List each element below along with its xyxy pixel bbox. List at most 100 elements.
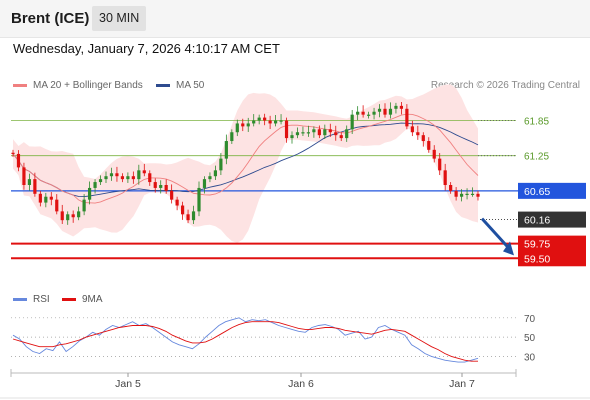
candle-body: [49, 196, 53, 200]
candle-body: [295, 132, 300, 136]
candle-body: [60, 211, 64, 221]
rsi-level-label: 50: [524, 333, 536, 344]
candle-body: [476, 193, 480, 197]
candle-body: [317, 129, 321, 136]
legend-ma9: 9MA: [62, 294, 103, 305]
candle-body: [208, 176, 212, 180]
legend-rsi: RSI: [13, 294, 50, 305]
candle-body: [246, 123, 250, 127]
candle-body: [284, 120, 289, 139]
support-label: 59.75: [524, 239, 550, 251]
rsi-line: [12, 317, 479, 363]
rsi-level-label: 70: [524, 314, 536, 325]
candle-body: [306, 132, 311, 134]
candle-body: [164, 185, 168, 191]
rsi-ma-line: [12, 321, 478, 362]
candle-body: [454, 190, 458, 197]
candle-body: [38, 193, 42, 203]
chart-header: Brent (ICE) 30 MIN: [0, 0, 590, 38]
candle-body: [361, 111, 365, 115]
candle-body: [290, 135, 294, 139]
candle-body: [82, 199, 86, 212]
candle-body: [279, 120, 283, 122]
candle-body: [235, 123, 239, 133]
candle-body: [120, 176, 125, 180]
candle-body: [66, 214, 70, 221]
candle-body: [137, 170, 141, 180]
candle-body: [421, 135, 425, 142]
candle-body: [383, 108, 387, 115]
candle-body: [273, 120, 278, 124]
ma9-swatch: [62, 298, 76, 301]
legend-rsi-label: RSI: [33, 294, 50, 305]
resistance-label: 61.25: [524, 152, 549, 163]
candle-body: [328, 129, 332, 133]
candle-body: [22, 167, 26, 185]
candle-body: [350, 114, 354, 130]
candle-body: [388, 108, 393, 115]
legend-ma50: MA 50: [156, 80, 204, 91]
candle-body: [459, 193, 464, 197]
x-tick-label: Jan 5: [115, 378, 141, 390]
candle-body: [339, 135, 343, 139]
candle-body: [33, 179, 37, 194]
candle-body: [230, 132, 234, 142]
pivot-label: 60.65: [524, 186, 550, 198]
candle-body: [11, 152, 15, 154]
rsi-swatch: [13, 298, 27, 301]
timestamp: Wednesday, January 7, 2026 4:10:17 AM CE…: [13, 41, 280, 56]
candle-body: [71, 214, 75, 218]
candle-body: [104, 176, 108, 180]
candle-body: [224, 141, 228, 159]
legend-ma20-label: MA 20 + Bollinger Bands: [33, 80, 143, 91]
candle-body: [443, 170, 447, 185]
candle-body: [186, 214, 190, 221]
candle-body: [465, 193, 469, 195]
pivot-price-tag: [518, 182, 586, 199]
candle-body: [98, 179, 103, 183]
candles-group: [11, 102, 480, 225]
candle-body: [257, 117, 261, 121]
candle-body: [55, 199, 59, 212]
candle-body: [323, 129, 327, 136]
candle-body: [16, 153, 21, 168]
candle-body: [449, 185, 453, 191]
candle-body: [202, 179, 207, 188]
resistance-label: 61.85: [524, 117, 549, 128]
current-price-label: 60.16: [524, 215, 550, 227]
candle-body: [153, 182, 157, 188]
ma20-line: [12, 113, 479, 204]
candle-body: [27, 179, 32, 185]
forecast-arrow-shaft: [480, 217, 511, 250]
candle-body: [356, 111, 360, 115]
interval-selector-button[interactable]: 30 MIN: [92, 6, 147, 31]
candle-body: [334, 132, 338, 136]
legend-ma50-label: MA 50: [176, 80, 205, 91]
candle-body: [438, 158, 442, 171]
instrument-title: Brent (ICE): [11, 10, 90, 27]
candle-body: [131, 176, 135, 180]
legend-ma20: MA 20 + Bollinger Bands: [13, 80, 143, 91]
x-tick-label: Jan 7: [449, 378, 475, 390]
candle-body: [170, 190, 174, 200]
candle-body: [159, 185, 163, 188]
candle-body: [263, 117, 267, 121]
candle-body: [432, 149, 436, 159]
candle-body: [126, 176, 130, 180]
candle-body: [416, 132, 420, 136]
bollinger-band-area: [13, 84, 478, 243]
candle-body: [142, 170, 146, 174]
rsi-level-label: 30: [524, 352, 536, 363]
candle-body: [405, 108, 409, 127]
candle-body: [93, 182, 97, 188]
candle-body: [213, 170, 218, 177]
candle-body: [345, 129, 349, 139]
candle-body: [399, 105, 404, 109]
candle-body: [109, 173, 114, 177]
candle-body: [410, 126, 414, 133]
candle-body: [191, 211, 196, 221]
candle-body: [470, 193, 475, 195]
candle-body: [268, 120, 272, 124]
candle-body: [394, 105, 398, 109]
